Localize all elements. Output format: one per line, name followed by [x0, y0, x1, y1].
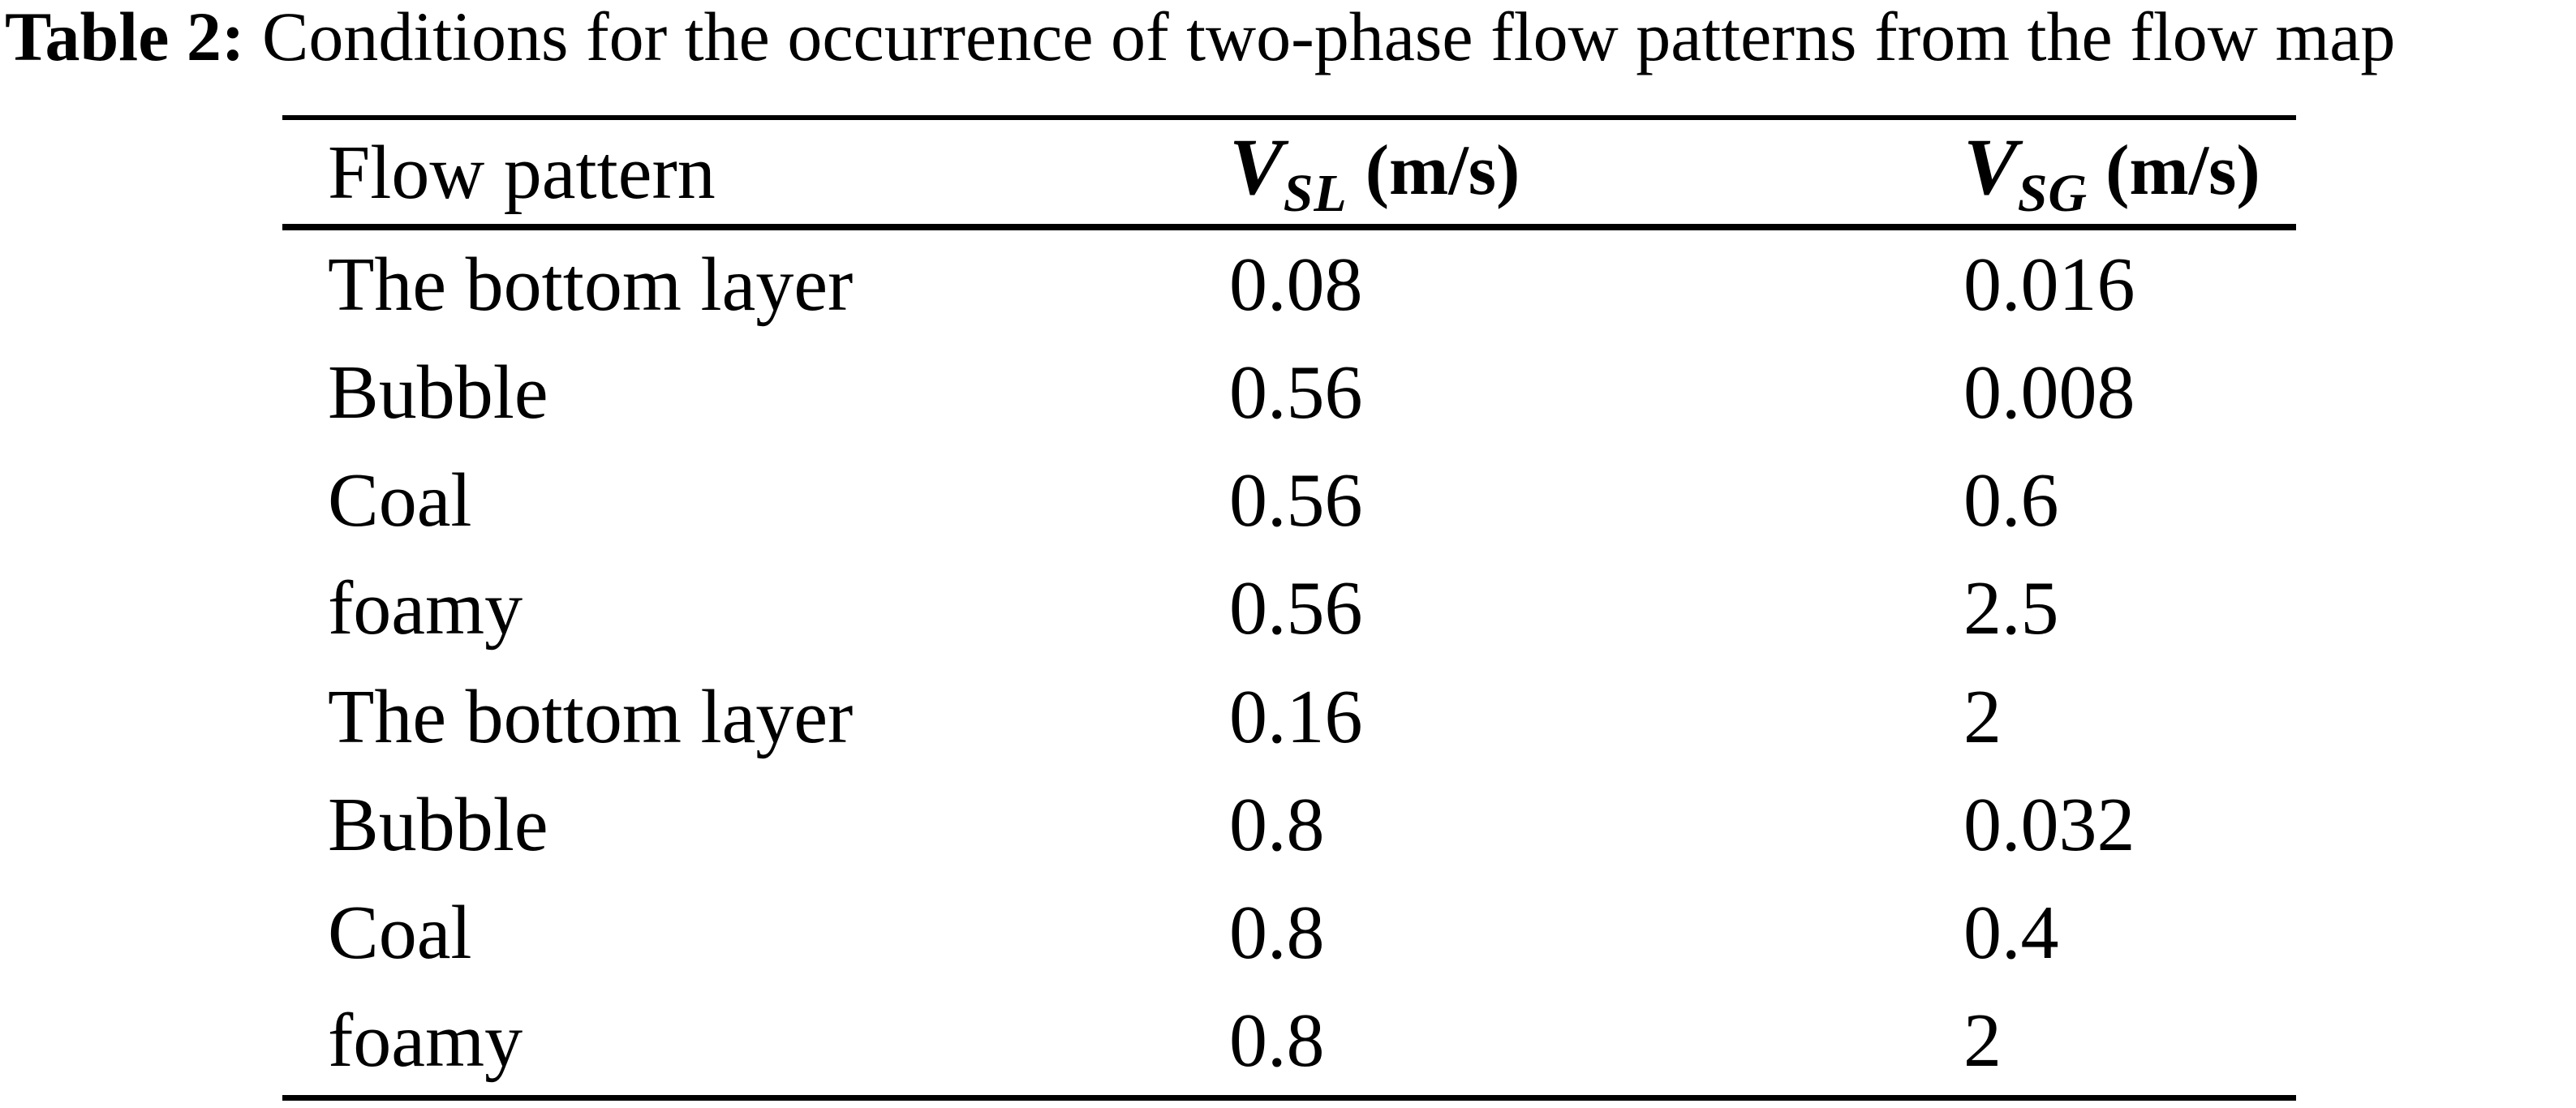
flow-pattern-cell: Bubble [328, 782, 548, 867]
vsl-cell: 0.56 [1229, 566, 1363, 651]
vsl-cell: 0.08 [1229, 242, 1363, 327]
vsg-cell: 2 [1963, 998, 2002, 1084]
table-row: The bottom layer 0.16 2 [282, 663, 2296, 771]
vsg-cell: 2 [1963, 674, 2002, 759]
vsg-subscript: SG [2017, 164, 2088, 224]
table-caption-text: Conditions for the occurrence of two-pha… [244, 0, 2396, 75]
flow-pattern-cell: foamy [328, 566, 523, 651]
vsl-cell: 0.56 [1229, 350, 1363, 435]
table-row: Coal 0.8 0.4 [282, 879, 2296, 987]
vsl-cell: 0.56 [1229, 458, 1363, 543]
table-bottom-rule [282, 1095, 2296, 1101]
vsg-cell: 2.5 [1963, 566, 2059, 651]
table-top-rule [282, 115, 2296, 120]
header-vsg: VSG (m/s) [1963, 120, 2296, 225]
table-header-row: Flow pattern VSL (m/s) VSG (m/s) [282, 120, 2296, 224]
table-row: Coal 0.56 0.6 [282, 447, 2296, 555]
flow-pattern-cell: Bubble [328, 350, 548, 435]
vsl-cell: 0.8 [1229, 891, 1325, 976]
flow-pattern-cell: Coal [328, 891, 472, 976]
vsl-unit: (m/s) [1365, 131, 1520, 210]
table-row: Bubble 0.8 0.032 [282, 771, 2296, 878]
flow-pattern-cell: The bottom layer [328, 242, 854, 327]
vsg-symbol: V [1963, 122, 2018, 212]
header-flow-pattern: Flow pattern [328, 130, 716, 215]
table-row: foamy 0.56 2.5 [282, 555, 2296, 663]
table-caption-label: Table 2: [5, 0, 245, 75]
data-table: Flow pattern VSL (m/s) VSG (m/s) The botto… [282, 115, 2296, 1101]
vsg-cell: 0.016 [1963, 242, 2135, 327]
vsl-subscript: SL [1283, 164, 1348, 224]
table-row: Bubble 0.56 0.008 [282, 338, 2296, 446]
vsl-symbol: V [1229, 122, 1284, 212]
flow-pattern-cell: foamy [328, 998, 523, 1084]
header-vsl: VSL (m/s) [1229, 120, 1963, 225]
vsl-cell: 0.8 [1229, 782, 1325, 867]
table-row: The bottom layer 0.08 0.016 [282, 230, 2296, 338]
vsg-cell: 0.008 [1963, 350, 2135, 435]
table-body: The bottom layer 0.08 0.016 Bubble 0.56 … [282, 230, 2296, 1095]
table-row: foamy 0.8 2 [282, 987, 2296, 1095]
vsl-cell: 0.16 [1229, 674, 1363, 759]
flow-pattern-cell: Coal [328, 458, 472, 543]
table-caption: Table 2: Conditions for the occurrence o… [5, 0, 2395, 81]
vsg-unit: (m/s) [2105, 131, 2260, 210]
flow-pattern-cell: The bottom layer [328, 674, 854, 759]
vsl-cell: 0.8 [1229, 998, 1325, 1084]
vsg-cell: 0.032 [1963, 782, 2135, 867]
vsg-cell: 0.6 [1963, 458, 2059, 543]
table-header-rule [282, 224, 2296, 230]
vsg-cell: 0.4 [1963, 891, 2059, 976]
